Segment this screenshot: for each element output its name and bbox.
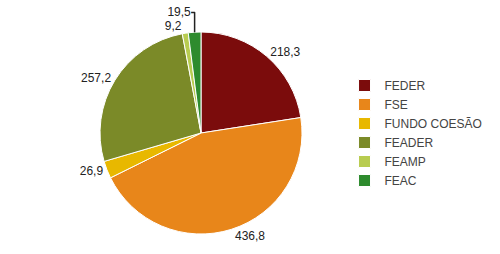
svg-text:FEAMP: FEAMP — [385, 155, 426, 169]
svg-text:26,9: 26,9 — [80, 164, 104, 178]
svg-text:19,5: 19,5 — [167, 5, 191, 19]
svg-text:FSE: FSE — [385, 98, 408, 112]
svg-text:FEADER: FEADER — [385, 136, 434, 150]
svg-text:257,2: 257,2 — [81, 71, 111, 85]
svg-text:FEDER: FEDER — [385, 79, 426, 93]
svg-text:218,3: 218,3 — [270, 45, 300, 59]
svg-text:FUNDO COESÃO: FUNDO COESÃO — [385, 117, 482, 131]
svg-text:FEAC: FEAC — [385, 174, 417, 188]
svg-text:9,2: 9,2 — [165, 19, 182, 33]
svg-text:436,8: 436,8 — [235, 229, 265, 243]
